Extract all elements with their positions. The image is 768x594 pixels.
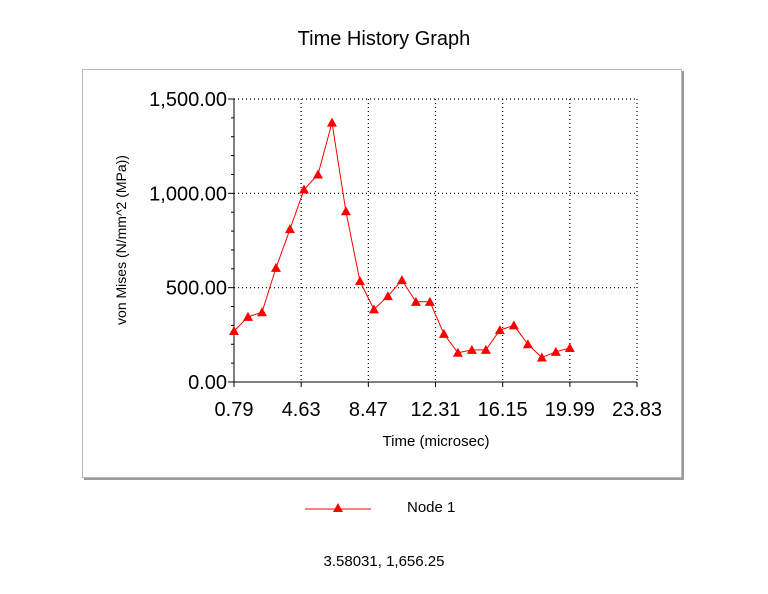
x-axis-label: Time (microsec) [383, 433, 490, 450]
data-point-marker [564, 343, 575, 353]
data-point-marker [466, 344, 477, 354]
data-point-marker [396, 275, 407, 285]
data-point-marker [256, 307, 267, 317]
data-point-marker [382, 291, 393, 301]
data-point-marker [494, 325, 505, 335]
data-point-marker [229, 326, 239, 336]
y-tick-label: 500.00 [166, 278, 227, 300]
data-point-marker [242, 311, 253, 321]
y-tick-label: 1,500.00 [149, 89, 227, 111]
x-tick-label: 16.15 [478, 399, 528, 421]
data-point-marker [340, 206, 351, 216]
data-point-marker [368, 304, 379, 314]
gridlines [234, 98, 638, 382]
x-tick-label: 8.47 [349, 399, 388, 421]
axes [228, 98, 638, 387]
cursor-coordinate-readout: 3.58031, 1,656.25 [323, 553, 445, 570]
data-point-marker [480, 344, 491, 354]
data-point-marker [326, 117, 337, 127]
y-tick-label: 0.00 [188, 372, 227, 394]
data-point-marker [522, 339, 533, 349]
data-point-marker [424, 296, 435, 306]
data-point-marker [508, 320, 519, 330]
data-point-marker [270, 262, 281, 272]
data-point-marker [298, 184, 309, 194]
y-tick-label: 1,000.00 [149, 183, 227, 205]
x-tick-label: 12.31 [410, 399, 460, 421]
x-tick-label: 23.83 [612, 399, 662, 421]
legend-label-node-1: Node 1 [407, 499, 456, 516]
plot-panel [82, 69, 682, 478]
x-tick-label: 0.79 [215, 399, 254, 421]
data-point-marker [410, 296, 421, 306]
series-line [233, 122, 570, 359]
data-point-marker [550, 346, 561, 356]
data-point-marker [536, 352, 547, 362]
tick-labels: 0.00 500.00 1,000.00 1,500.00 0.79 4.63 8.47 12… [149, 89, 662, 421]
series-node-1 [229, 117, 575, 362]
data-point-marker [284, 224, 295, 234]
data-point-marker [452, 347, 463, 357]
data-point-marker [438, 328, 449, 338]
chart-title: Time History Graph [297, 28, 471, 50]
legend: Node 1 [305, 497, 505, 521]
x-tick-label: 4.63 [282, 399, 321, 421]
data-point-marker [354, 276, 365, 286]
y-axis-label: von Mises (N/mm^2 (MPa)) [113, 155, 129, 325]
legend-swatch [305, 503, 371, 512]
x-tick-label: 19.99 [545, 399, 595, 421]
data-point-marker [312, 169, 323, 179]
